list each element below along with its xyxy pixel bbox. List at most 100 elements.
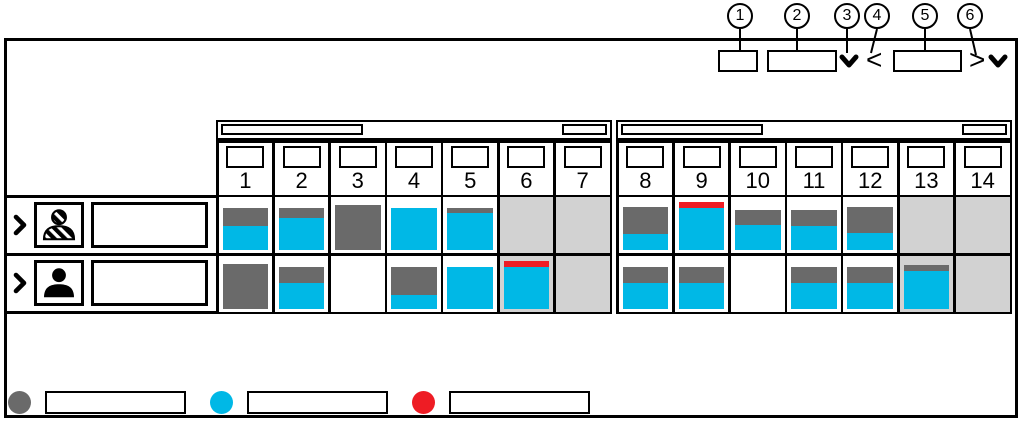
allocation-block[interactable] xyxy=(678,202,725,250)
schedule-cell[interactable] xyxy=(618,255,673,312)
schedule-cell[interactable] xyxy=(218,255,273,312)
day-column-header: 14 xyxy=(955,142,1010,195)
schedule-cell[interactable] xyxy=(443,255,498,312)
day-number: 2 xyxy=(295,168,308,193)
cyan-segment xyxy=(678,283,725,309)
schedule-cell[interactable] xyxy=(499,255,554,312)
day-column-header: 12 xyxy=(843,142,898,195)
legend-color-dot xyxy=(8,391,31,414)
allocation-block[interactable] xyxy=(391,266,437,309)
schedule-cell[interactable] xyxy=(387,197,441,253)
schedule-cell[interactable] xyxy=(555,255,610,312)
day-header-box xyxy=(682,145,721,168)
toolbar-small-box[interactable] xyxy=(718,50,758,72)
callout-5: 5 xyxy=(912,3,938,29)
allocation-block[interactable] xyxy=(734,210,781,250)
day-number: 11 xyxy=(802,168,826,193)
day-header-box xyxy=(226,145,265,168)
schedule-cell[interactable] xyxy=(218,197,273,253)
allocation-block[interactable] xyxy=(847,266,894,309)
cyan-segment xyxy=(447,266,494,309)
chevron-right-icon[interactable] xyxy=(12,271,28,300)
schedule-cell[interactable] xyxy=(843,255,898,312)
gray-segment xyxy=(847,266,894,284)
allocation-block[interactable] xyxy=(622,266,669,309)
allocation-block[interactable] xyxy=(903,264,950,309)
schedule-cell[interactable] xyxy=(274,197,329,253)
cyan-segment xyxy=(734,225,781,250)
week-label-box xyxy=(221,124,363,135)
legend-item-3 xyxy=(412,391,590,414)
schedule-cell[interactable] xyxy=(899,255,954,312)
schedule-cell[interactable] xyxy=(730,197,785,253)
schedule-cell[interactable] xyxy=(730,255,785,312)
allocation-block[interactable] xyxy=(447,266,494,309)
day-header-box xyxy=(338,145,377,168)
allocation-block[interactable] xyxy=(678,266,725,309)
allocation-block[interactable] xyxy=(278,266,325,309)
allocation-block[interactable] xyxy=(447,208,494,250)
day-number: 6 xyxy=(520,168,533,193)
schedule-cell[interactable] xyxy=(443,197,498,253)
schedule-cell[interactable] xyxy=(955,197,1010,253)
schedule-cell[interactable] xyxy=(330,255,385,312)
allocation-block[interactable] xyxy=(791,210,837,250)
row-divider-line xyxy=(6,253,216,256)
schedule-cell[interactable] xyxy=(843,197,898,253)
gray-segment xyxy=(222,263,269,309)
day-header-box xyxy=(626,145,665,168)
next-arrow[interactable]: > xyxy=(969,44,986,75)
schedule-cell[interactable] xyxy=(330,197,385,253)
schedule-cell[interactable] xyxy=(387,255,441,312)
schedule-cell[interactable] xyxy=(674,255,729,312)
gray-segment xyxy=(678,266,725,284)
toolbar-period-box[interactable] xyxy=(893,50,962,72)
allocation-block[interactable] xyxy=(222,263,269,309)
day-column-header: 5 xyxy=(443,142,498,195)
previous-arrow[interactable]: < xyxy=(866,44,883,75)
resource-name-box[interactable] xyxy=(91,260,208,306)
person-icon xyxy=(34,260,84,306)
legend xyxy=(8,391,614,414)
allocation-block[interactable] xyxy=(278,208,325,250)
allocation-block[interactable] xyxy=(334,205,381,250)
day-column-header: 6 xyxy=(499,142,554,195)
callout-3: 3 xyxy=(834,3,860,29)
cyan-segment xyxy=(278,283,325,309)
cyan-segment xyxy=(847,283,894,309)
cyan-segment xyxy=(391,208,437,250)
day-header-box xyxy=(963,145,1002,168)
day-column-header: 10 xyxy=(730,142,785,195)
day-number: 13 xyxy=(914,168,939,193)
day-column-header: 8 xyxy=(618,142,673,195)
day-column-header: 3 xyxy=(330,142,385,195)
chevron-right-icon[interactable] xyxy=(12,213,28,242)
schedule-cell[interactable] xyxy=(787,197,841,253)
gray-segment xyxy=(622,207,669,234)
chevron-down-icon[interactable] xyxy=(988,54,1008,74)
schedule-cell[interactable] xyxy=(555,197,610,253)
schedule-cell[interactable] xyxy=(899,197,954,253)
week-info-box xyxy=(562,124,607,135)
allocation-block[interactable] xyxy=(791,266,837,309)
gray-segment xyxy=(791,266,837,284)
cyan-segment xyxy=(278,218,325,250)
schedule-cell[interactable] xyxy=(499,197,554,253)
allocation-block[interactable] xyxy=(222,208,269,250)
schedule-cell[interactable] xyxy=(618,197,673,253)
schedule-cell[interactable] xyxy=(274,255,329,312)
allocation-block[interactable] xyxy=(391,208,437,250)
schedule-grid: 1 2 3 4 5 6 7 8 9 10 11 12 13 14 xyxy=(216,120,1012,314)
allocation-block[interactable] xyxy=(503,260,550,309)
allocation-block[interactable] xyxy=(847,207,894,250)
schedule-cell[interactable] xyxy=(674,197,729,253)
schedule-cell[interactable] xyxy=(787,255,841,312)
chevron-down-icon[interactable] xyxy=(839,54,859,74)
week-info-box xyxy=(962,124,1007,135)
gray-segment xyxy=(847,207,894,233)
allocation-block[interactable] xyxy=(622,207,669,250)
toolbar-wide-box[interactable] xyxy=(767,50,837,72)
schedule-cell[interactable] xyxy=(955,255,1010,312)
resource-name-box[interactable] xyxy=(91,202,208,248)
day-header-box xyxy=(794,145,833,168)
